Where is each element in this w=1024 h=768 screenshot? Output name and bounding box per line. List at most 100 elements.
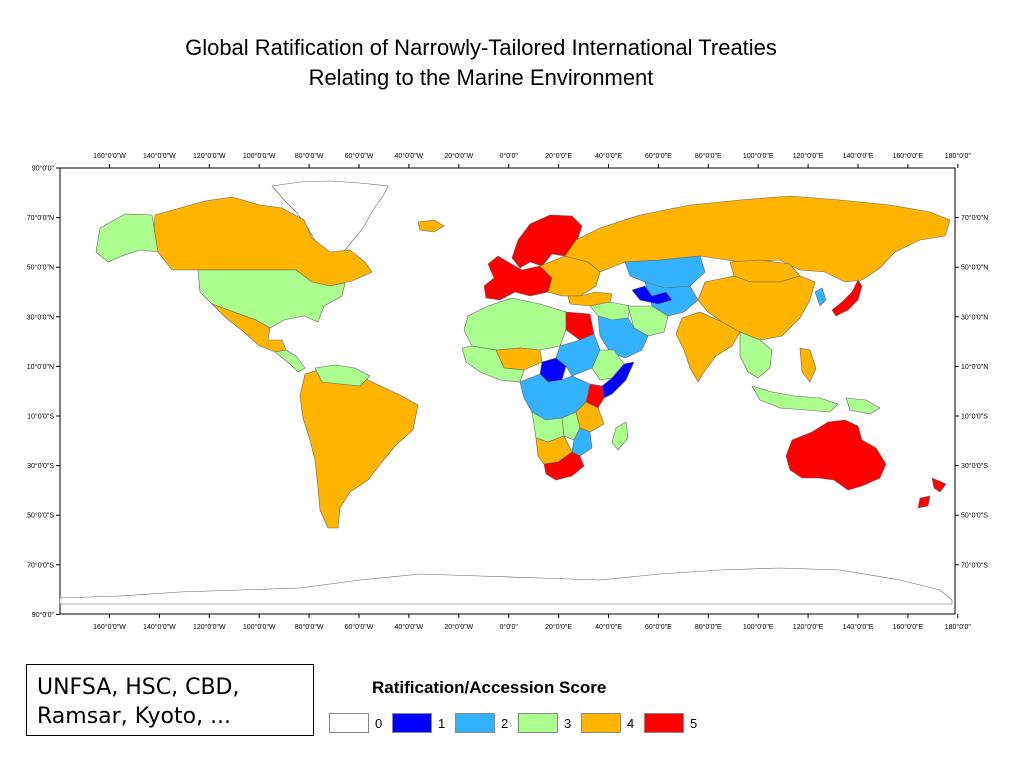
lon-label-top: 100°0'0"E (743, 152, 774, 160)
legend-label-4: 4 (627, 715, 635, 731)
treaty-note-line-1: UNFSA, HSC, CBD, (37, 675, 240, 700)
lon-label-top: 0°0'0" (500, 152, 519, 160)
legend-item-3: 3 (518, 713, 572, 733)
lon-label-top: 140°0'0"E (843, 152, 874, 160)
region-saudi-arabia (597, 315, 649, 359)
lon-label-bottom: 60°0'0"E (645, 623, 672, 631)
map-border (59, 167, 956, 615)
lon-label-bottom: 180°0'0" (945, 623, 972, 631)
region-south-america (299, 367, 419, 529)
lat-label-right: 70°0'0"S (961, 561, 988, 569)
region-japan (831, 279, 863, 317)
lon-label-top: 120°0'0"E (793, 152, 824, 160)
lon-label-bottom: 0°0'0" (500, 623, 519, 631)
map-title: Global Ratification of Narrowly-Tailored… (0, 33, 962, 93)
legend-item-5: 5 (644, 713, 698, 733)
lon-label-bottom: 80°0'0"W (295, 623, 324, 631)
region-philippines (799, 347, 817, 383)
legend: 0 1 2 3 4 5 (329, 712, 707, 734)
legend-swatch-4 (581, 713, 621, 733)
lon-label-bottom: 160°0'0"E (893, 623, 924, 631)
lon-label-top: 40°0'0"W (394, 152, 423, 160)
legend-swatch-5 (644, 713, 684, 733)
lat-label-right: 70°0'0"N (961, 214, 988, 222)
treaty-note-line-2: Ramsar, Kyoto, ... (37, 704, 232, 729)
lon-label-top: 180°0'0" (945, 152, 972, 160)
lon-label-bottom: 40°0'0"W (394, 623, 423, 631)
legend-label-1: 1 (438, 715, 446, 731)
legend-label-3: 3 (564, 715, 572, 731)
lat-label-left: 30°0'0"N (27, 313, 54, 321)
region-turkey (567, 291, 613, 307)
lon-label-top: 20°0'0"E (545, 152, 572, 160)
legend-label-2: 2 (501, 715, 509, 731)
title-line-2: Relating to the Marine Environment (308, 65, 654, 90)
lat-label-right: 10°0'0"N (961, 363, 988, 371)
legend-item-2: 2 (455, 713, 509, 733)
lat-label-left: 70°0'0"S (27, 561, 54, 569)
lon-label-top: 120°0'0"W (193, 152, 226, 160)
legend-swatch-0 (329, 713, 369, 733)
lon-label-bottom: 140°0'0"W (143, 623, 176, 631)
region-west-africa (461, 345, 525, 383)
region-central-america (274, 349, 306, 373)
lon-label-bottom: 100°0'0"W (243, 623, 276, 631)
treaty-note-box: UNFSA, HSC, CBD, Ramsar, Kyoto, ... (26, 664, 314, 736)
region-papua-new-guinea (845, 397, 881, 415)
region-korea (814, 287, 827, 307)
legend-swatch-1 (392, 713, 432, 733)
region-australia (785, 419, 887, 491)
region-indonesia (751, 385, 839, 413)
lat-label-left: 10°0'0"N (27, 363, 54, 371)
lat-label-right: 30°0'0"N (961, 313, 988, 321)
legend-item-4: 4 (581, 713, 635, 733)
lon-label-bottom: 120°0'0"W (193, 623, 226, 631)
region-canada (153, 196, 373, 287)
region-south-africa (543, 451, 585, 481)
legend-item-0: 0 (329, 713, 383, 733)
region-southeast-asia (739, 331, 773, 379)
lon-label-bottom: 140°0'0"E (843, 623, 874, 631)
lat-label-left: 90°0'0" (32, 165, 55, 173)
region-india (675, 311, 741, 383)
lat-label-right: 10°0'0"S (961, 413, 988, 421)
region-madagascar (611, 421, 629, 451)
lon-label-top: 80°0'0"W (295, 152, 324, 160)
lon-label-top: 60°0'0"W (345, 152, 374, 160)
lon-label-bottom: 20°0'0"W (444, 623, 473, 631)
legend-label-0: 0 (375, 715, 383, 731)
lat-label-left: 50°0'0"S (27, 512, 54, 520)
legend-label-5: 5 (690, 715, 698, 731)
lon-label-top: 140°0'0"W (143, 152, 176, 160)
region-middle-east (589, 301, 631, 321)
map-frame: 160°0'0"W 160°0'0"W 140°0'0"W 140°0'0"W 120°… (27, 152, 989, 631)
world-map: 160°0'0"W 160°0'0"W 140°0'0"W 140°0'0"W 120°… (27, 152, 989, 631)
region-caspian-region (631, 285, 673, 305)
lon-label-top: 80°0'0"E (695, 152, 722, 160)
lon-label-top: 60°0'0"E (645, 152, 672, 160)
region-north-africa (463, 297, 567, 351)
lon-label-bottom: 80°0'0"E (695, 623, 722, 631)
lat-label-left: 90°0'0" (32, 611, 55, 619)
lon-label-bottom: 20°0'0"E (545, 623, 572, 631)
lat-label-left: 10°0'0"S (27, 413, 54, 421)
legend-swatch-3 (518, 713, 558, 733)
title-line-1: Global Ratification of Narrowly-Tailored… (185, 35, 777, 60)
region-venezuela-guyana (314, 364, 371, 387)
lon-label-bottom: 40°0'0"E (595, 623, 622, 631)
legend-title: Ratification/Accession Score (372, 678, 607, 697)
lat-label-left: 50°0'0"N (27, 264, 54, 272)
lon-label-bottom: 160°0'0"W (93, 623, 126, 631)
land-regions (59, 180, 953, 605)
lat-label-right: 30°0'0"S (961, 462, 988, 470)
legend-swatch-2 (455, 713, 495, 733)
lat-label-right: 50°0'0"N (961, 264, 988, 272)
lon-label-top: 160°0'0"E (893, 152, 924, 160)
region-mexico (211, 303, 287, 353)
lon-label-top: 100°0'0"W (243, 152, 276, 160)
lat-label-left: 30°0'0"S (27, 462, 54, 470)
lon-label-bottom: 100°0'0"E (743, 623, 774, 631)
region-iceland (417, 219, 445, 233)
lat-label-left: 70°0'0"N (27, 214, 54, 222)
lon-label-top: 20°0'0"W (444, 152, 473, 160)
